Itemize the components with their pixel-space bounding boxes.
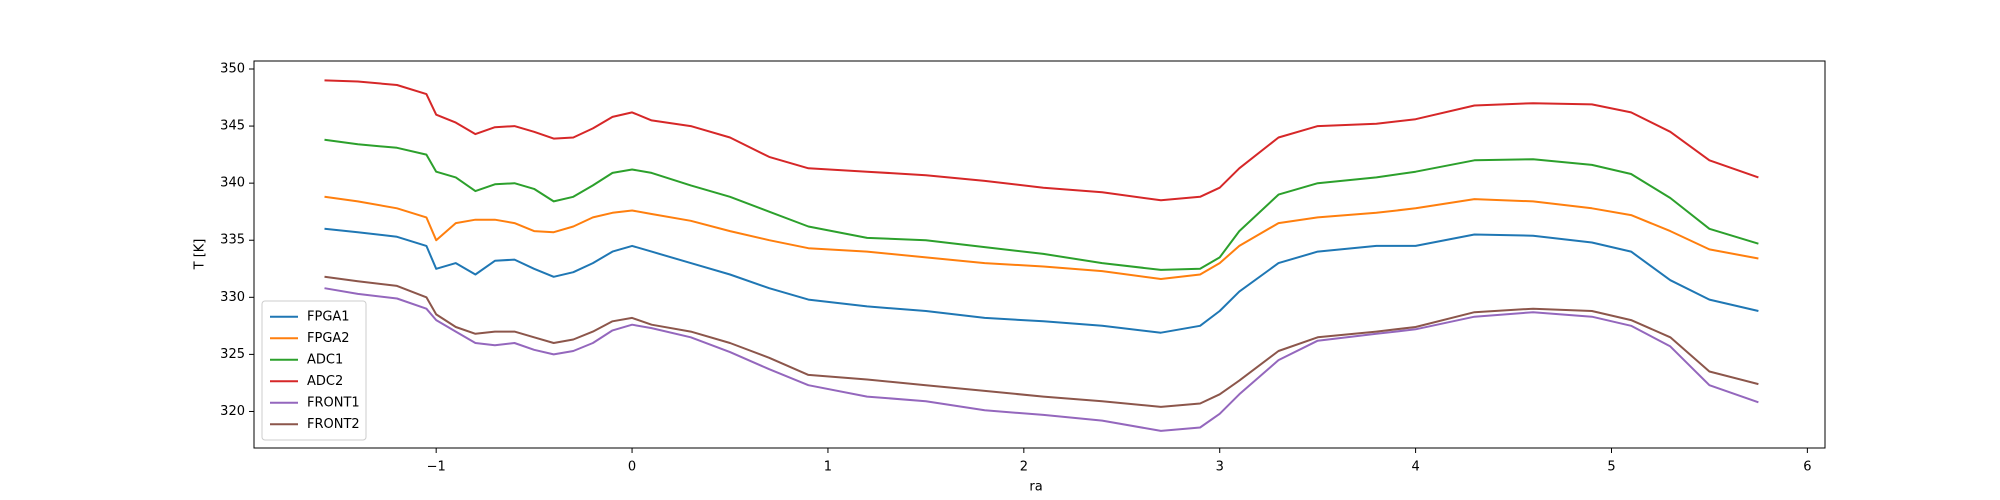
x-axis-label: ra <box>1029 480 1042 495</box>
y-tick-label: 335 <box>220 233 245 248</box>
legend-box <box>261 300 367 441</box>
y-axis-label: T [K] <box>193 239 208 271</box>
legend-label: FPGA1 <box>307 309 350 324</box>
data-line <box>324 138 1759 271</box>
data-line <box>324 287 1759 432</box>
x-tick-label: 4 <box>1411 460 1419 475</box>
x-tick-label: 6 <box>1803 460 1811 475</box>
legend-label: ADC2 <box>307 374 343 389</box>
y-tick-label: 320 <box>220 404 245 419</box>
x-tick-label: 3 <box>1216 460 1224 475</box>
y-tick-label: 350 <box>220 61 245 76</box>
x-tick-label: 0 <box>628 460 636 475</box>
y-tick-label: 340 <box>220 176 245 191</box>
x-tick-label: −1 <box>427 460 446 475</box>
y-tick-label: 345 <box>220 119 245 134</box>
x-tick-label: 2 <box>1020 460 1028 475</box>
legend-label: FRONT2 <box>307 417 360 432</box>
data-line <box>324 227 1759 334</box>
legend-label: ADC1 <box>307 352 343 367</box>
data-line <box>324 195 1759 280</box>
x-tick-label: 5 <box>1607 460 1615 475</box>
legend-label: FRONT1 <box>307 395 360 410</box>
y-tick-label: 330 <box>220 290 245 305</box>
x-tick-label: 1 <box>824 460 832 475</box>
plot-frame <box>253 60 1826 449</box>
legend-label: FPGA2 <box>307 331 350 346</box>
data-line <box>324 79 1759 202</box>
y-tick-label: 325 <box>220 347 245 362</box>
data-line <box>324 275 1759 408</box>
